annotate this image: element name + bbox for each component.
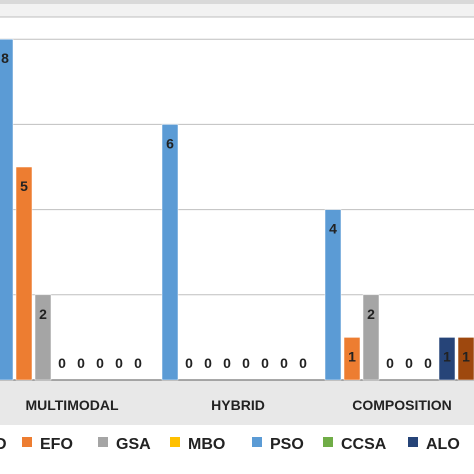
bar xyxy=(34,294,52,381)
top-band xyxy=(0,4,474,17)
bar xyxy=(362,294,380,381)
data-label: 5 xyxy=(20,178,28,194)
legend-label: ALO xyxy=(426,436,460,453)
data-label: 0 xyxy=(280,355,288,371)
legend-swatch xyxy=(98,437,108,447)
data-label: 0 xyxy=(58,355,66,371)
data-label: 0 xyxy=(115,355,123,371)
bar xyxy=(457,337,474,381)
data-label: 6 xyxy=(166,135,174,151)
category-label: COMPOSITION xyxy=(352,397,452,413)
legend-label: PSO xyxy=(270,436,304,453)
category-label: HYBRID xyxy=(211,397,265,413)
data-label: 2 xyxy=(367,306,375,322)
data-label: 0 xyxy=(299,355,307,371)
data-label: 0 xyxy=(77,355,85,371)
bar xyxy=(343,337,361,381)
legend-swatch xyxy=(22,437,32,447)
bar xyxy=(0,38,14,381)
bar xyxy=(438,337,456,381)
data-label: 0 xyxy=(185,355,193,371)
data-label: 1 xyxy=(443,348,451,364)
bar xyxy=(324,209,342,381)
legend-swatch xyxy=(252,437,262,447)
legend-label: CCSA xyxy=(341,436,387,453)
legend-label: EFO xyxy=(40,436,73,453)
legend-swatch xyxy=(408,437,418,447)
top-border xyxy=(0,0,474,4)
category-label: MULTIMODAL xyxy=(25,397,118,413)
legend-label: MBO xyxy=(188,436,225,453)
data-label: 0 xyxy=(261,355,269,371)
legend-swatch xyxy=(170,437,180,447)
legend-label: D xyxy=(0,436,7,453)
data-label: 0 xyxy=(424,355,432,371)
data-label: 0 xyxy=(386,355,394,371)
category-band xyxy=(0,380,474,425)
bar xyxy=(161,124,179,381)
data-label: 0 xyxy=(96,355,104,371)
data-label: 4 xyxy=(329,221,337,237)
data-label: 0 xyxy=(204,355,212,371)
data-label: 8 xyxy=(1,50,9,66)
data-label: 0 xyxy=(223,355,231,371)
data-label: 1 xyxy=(348,348,356,364)
legend-label: GSA xyxy=(116,436,151,453)
data-label: 0 xyxy=(242,355,250,371)
data-label: 1 xyxy=(462,348,470,364)
data-label: 0 xyxy=(134,355,142,371)
data-label: 2 xyxy=(39,306,47,322)
bar xyxy=(15,166,33,381)
data-label: 0 xyxy=(405,355,413,371)
legend-swatch xyxy=(323,437,333,447)
